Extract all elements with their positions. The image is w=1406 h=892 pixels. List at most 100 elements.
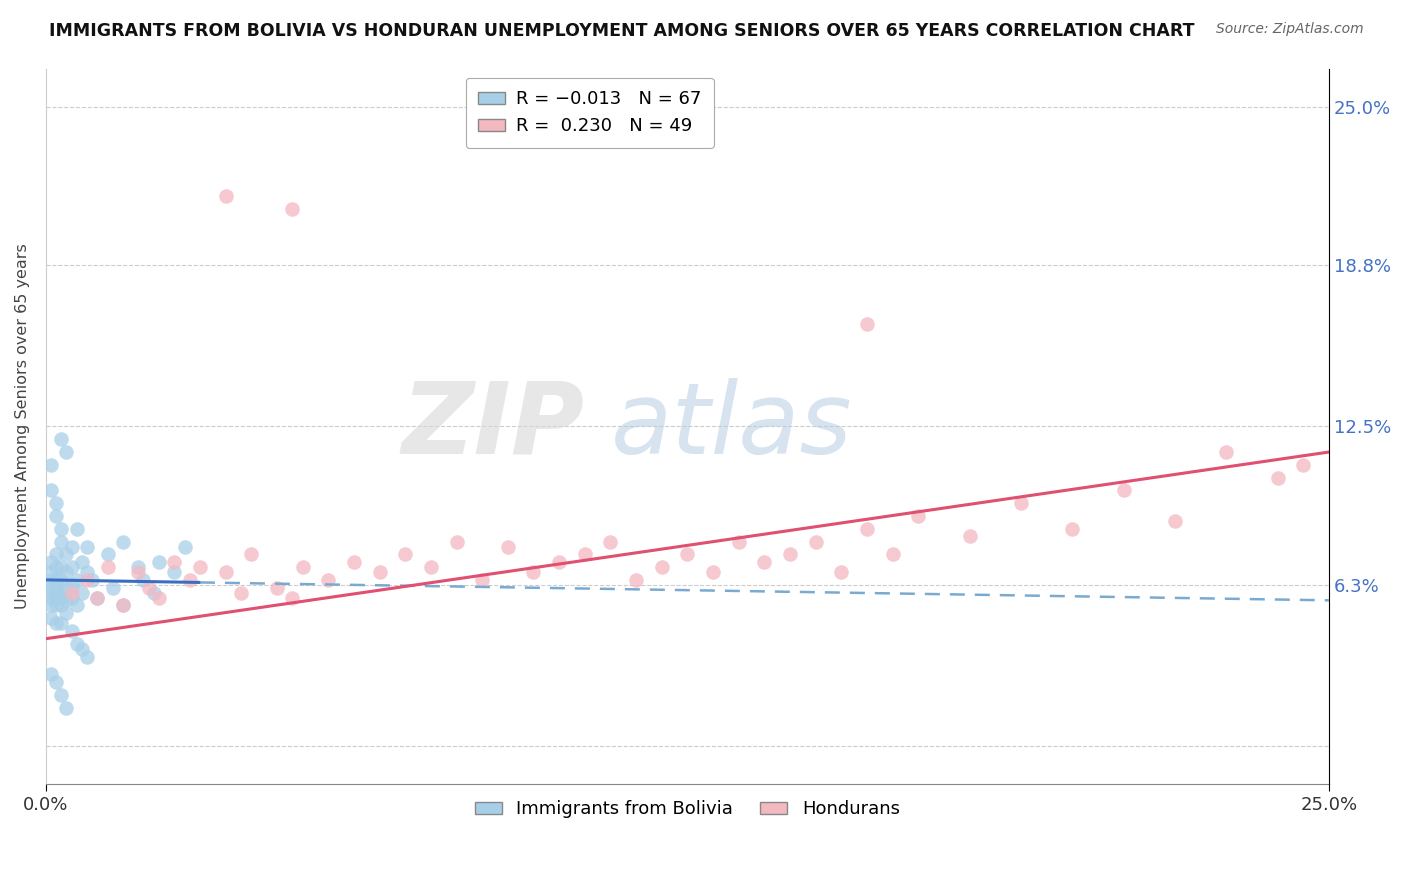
- Point: [39, 585, 62, 599]
- Point: [173, 540, 195, 554]
- Point: [316, 573, 339, 587]
- Point: [66, 522, 89, 536]
- Point: [55, 593, 77, 607]
- Point: [45, 591, 67, 605]
- Point: [266, 581, 288, 595]
- Point: [76, 573, 98, 587]
- Point: [45, 508, 67, 523]
- Point: [651, 560, 673, 574]
- Point: [39, 573, 62, 587]
- Point: [60, 578, 83, 592]
- Point: [55, 445, 77, 459]
- Point: [1164, 514, 1187, 528]
- Point: [163, 555, 186, 569]
- Point: [39, 591, 62, 605]
- Point: [76, 565, 98, 579]
- Point: [51, 522, 73, 536]
- Point: [471, 573, 494, 587]
- Point: [599, 534, 621, 549]
- Point: [96, 547, 118, 561]
- Point: [907, 508, 929, 523]
- Point: [51, 432, 73, 446]
- Point: [45, 547, 67, 561]
- Point: [45, 616, 67, 631]
- Point: [188, 560, 211, 574]
- Point: [281, 202, 304, 216]
- Point: [39, 565, 62, 579]
- Point: [676, 547, 699, 561]
- Point: [55, 547, 77, 561]
- Point: [214, 565, 236, 579]
- Point: [86, 591, 108, 605]
- Point: [281, 591, 304, 605]
- Point: [39, 611, 62, 625]
- Point: [96, 560, 118, 574]
- Point: [163, 565, 186, 579]
- Point: [142, 585, 165, 599]
- Point: [882, 547, 904, 561]
- Point: [548, 555, 571, 569]
- Point: [394, 547, 416, 561]
- Y-axis label: Unemployment Among Seniors over 65 years: Unemployment Among Seniors over 65 years: [15, 244, 30, 609]
- Point: [51, 573, 73, 587]
- Point: [45, 578, 67, 592]
- Point: [179, 573, 201, 587]
- Point: [55, 606, 77, 620]
- Point: [1112, 483, 1135, 498]
- Point: [39, 483, 62, 498]
- Point: [39, 667, 62, 681]
- Point: [70, 641, 93, 656]
- Point: [804, 534, 827, 549]
- Point: [45, 560, 67, 574]
- Point: [127, 560, 149, 574]
- Point: [45, 675, 67, 690]
- Point: [60, 560, 83, 574]
- Point: [55, 700, 77, 714]
- Text: ZIP: ZIP: [402, 378, 585, 475]
- Point: [39, 599, 62, 613]
- Point: [1062, 522, 1084, 536]
- Point: [702, 565, 724, 579]
- Point: [45, 599, 67, 613]
- Point: [624, 573, 647, 587]
- Point: [51, 585, 73, 599]
- Point: [101, 581, 124, 595]
- Point: [214, 189, 236, 203]
- Point: [1292, 458, 1315, 472]
- Text: Source: ZipAtlas.com: Source: ZipAtlas.com: [1216, 22, 1364, 37]
- Point: [148, 591, 170, 605]
- Point: [522, 565, 544, 579]
- Point: [51, 560, 73, 574]
- Point: [727, 534, 749, 549]
- Point: [51, 616, 73, 631]
- Point: [1267, 470, 1289, 484]
- Point: [132, 573, 155, 587]
- Point: [39, 458, 62, 472]
- Point: [76, 649, 98, 664]
- Point: [55, 581, 77, 595]
- Point: [51, 591, 73, 605]
- Point: [39, 581, 62, 595]
- Point: [496, 540, 519, 554]
- Point: [1010, 496, 1032, 510]
- Point: [66, 637, 89, 651]
- Point: [70, 555, 93, 569]
- Point: [856, 317, 879, 331]
- Point: [111, 599, 134, 613]
- Point: [66, 599, 89, 613]
- Point: [60, 540, 83, 554]
- Point: [446, 534, 468, 549]
- Point: [830, 565, 852, 579]
- Point: [45, 573, 67, 587]
- Point: [343, 555, 366, 569]
- Point: [368, 565, 391, 579]
- Point: [51, 534, 73, 549]
- Point: [111, 534, 134, 549]
- Text: atlas: atlas: [610, 378, 852, 475]
- Point: [45, 496, 67, 510]
- Text: IMMIGRANTS FROM BOLIVIA VS HONDURAN UNEMPLOYMENT AMONG SENIORS OVER 65 YEARS COR: IMMIGRANTS FROM BOLIVIA VS HONDURAN UNEM…: [49, 22, 1195, 40]
- Point: [60, 591, 83, 605]
- Point: [959, 529, 981, 543]
- Point: [39, 555, 62, 569]
- Point: [111, 599, 134, 613]
